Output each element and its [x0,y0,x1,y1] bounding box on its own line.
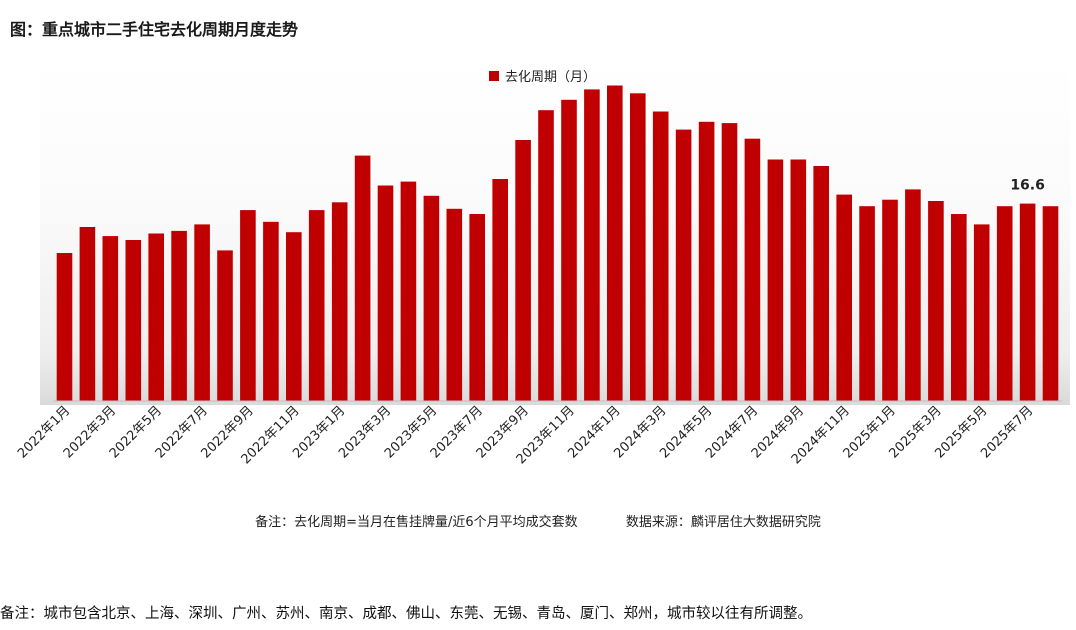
bar-chart: 2022年1月2022年3月2022年5月2022年7月2022年9月2022年… [15,85,1062,467]
legend: 去化周期（月） [489,66,596,85]
bar-2023年5月 [423,195,440,401]
bar-2022年9月 [240,210,256,401]
bar-2023年8月 [492,179,508,401]
bar-2023年9月 [515,140,531,401]
bar-2024年1月 [607,85,623,401]
bar-2024年8月 [767,159,784,401]
bar-2024年11月 [836,194,852,401]
bar-2025年4月 [951,214,967,401]
bar-2025年7月 [1019,203,1036,401]
bar-2024年10月 [813,166,829,401]
bar-2022年8月 [217,250,233,401]
bar-2022年4月 [125,240,142,401]
bar-2022年7月 [194,224,210,401]
bar-2023年1月 [331,202,348,401]
data-label: 16.6 [1010,178,1045,194]
bar-2025年8月 [1042,206,1059,401]
chart-note: 备注：去化周期=当月在售挂牌量/近6个月平均成交套数 数据来源：麟评居住大数据研… [0,511,1076,530]
bar-2025年1月 [882,199,898,401]
bar-2025年3月 [928,201,944,401]
bar-2025年5月 [973,224,990,401]
bar-2022年12月 [308,210,325,401]
legend-label: 去化周期（月） [505,70,597,85]
bar-2023年7月 [469,214,485,401]
bar-2022年10月 [263,221,279,401]
bar-2023年6月 [446,208,463,401]
chart-title: 图：重点城市二手住宅去化周期月度走势 [10,20,299,39]
bar-2023年4月 [400,181,417,401]
bar-2025年6月 [996,206,1013,401]
bar-2022年2月 [79,227,96,401]
bar-2023年12月 [584,89,600,402]
bar-2023年10月 [538,110,554,401]
source-note: 数据来源：麟评居住大数据研究院 [625,515,821,530]
bar-2024年7月 [744,138,761,401]
bar-2023年11月 [561,99,577,402]
bar-2024年5月 [698,121,715,402]
footnote: 备注：城市包含北京、上海、深圳、广州、苏州、南京、成都、佛山、东莞、无锡、青岛、… [0,606,812,622]
bar-2024年2月 [630,93,646,402]
bar-2022年5月 [148,233,164,401]
bar-2024年9月 [790,159,807,401]
bar-2024年3月 [652,111,669,401]
bar-2022年1月 [56,253,73,401]
legend-swatch [489,70,499,81]
bar-2023年2月 [354,155,371,401]
bar-2024年6月 [721,123,738,401]
bar-2024年12月 [859,206,875,401]
bar-2022年3月 [102,236,119,401]
bar-2022年11月 [286,232,302,401]
bar-2024年4月 [675,129,692,401]
bar-2023年3月 [377,185,394,401]
plot-background [40,60,1070,405]
bar-2025年2月 [905,189,921,401]
definition-note: 备注：去化周期=当月在售挂牌量/近6个月平均成交套数 [255,515,578,530]
bar-2022年6月 [171,230,187,401]
